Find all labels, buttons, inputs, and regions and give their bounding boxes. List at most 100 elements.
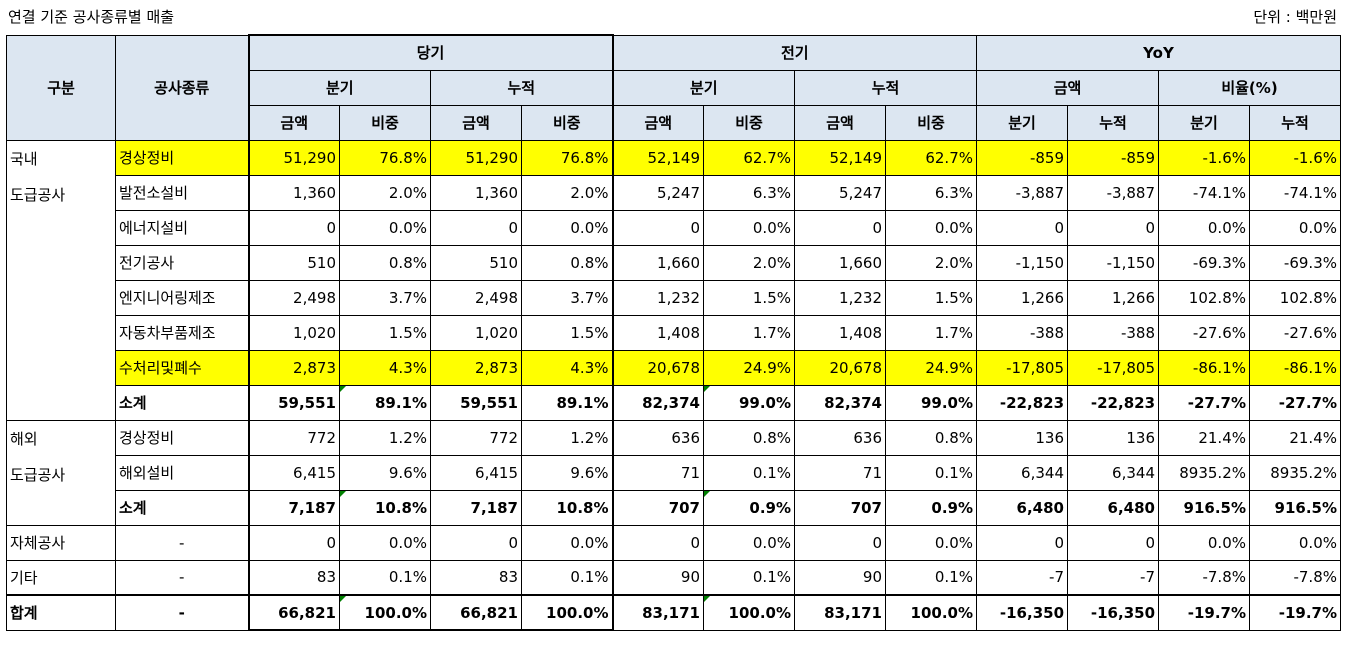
value-cell: 0 <box>976 209 1068 246</box>
value-cell: 0 <box>430 524 522 561</box>
value-cell: -859 <box>976 139 1068 176</box>
header-share: 비중 <box>703 104 795 141</box>
value-cell: 0.1% <box>521 559 614 596</box>
value-cell: -17,805 <box>1067 349 1159 386</box>
value-cell: -1,150 <box>976 244 1068 281</box>
table-row: 자체공사 -0 0.0% 0 0.0% 0 0.0% 0 0.0% 0 0 0.0% 0.0% <box>6 524 1341 561</box>
value-cell: -27.6% <box>1249 314 1341 351</box>
value-cell: 52,149 <box>794 139 886 176</box>
value-cell: -859 <box>1067 139 1159 176</box>
group-label-line1: 국내 <box>10 149 38 168</box>
value-cell: 1,020 <box>247 314 340 351</box>
table-row: 엔지니어링제조 2,498 3.7% 2,498 3.7% 1,232 1.5% 1,232 1… <box>7 279 1341 316</box>
value-cell: 636 <box>612 419 704 456</box>
row-label: 자체공사 <box>6 524 116 561</box>
value-cell: 20,678 <box>612 349 704 386</box>
value-cell: 0.0% <box>885 524 977 561</box>
header-amount: 금액 <box>430 104 522 141</box>
header-share: 비중 <box>885 104 977 141</box>
value-cell: 0 <box>1067 209 1159 246</box>
value-cell: 0.8% <box>339 244 431 281</box>
table-row: 수처리및폐수 2,873 4.3% 2,873 4.3% 20,678 24.9% 20,67… <box>7 349 1341 386</box>
construction-type-cell: 발전소설비 <box>115 174 249 211</box>
value-cell: 6,344 <box>976 454 1068 491</box>
value-cell: 0.8% <box>703 419 795 456</box>
value-cell: 83,171 <box>612 594 704 631</box>
value-cell: 0.0% <box>1158 524 1250 561</box>
row-label: 기타 <box>6 559 116 596</box>
value-cell: 82,374 <box>612 384 704 421</box>
construction-type-cell: - <box>115 559 249 596</box>
value-cell: -27.7% <box>1158 384 1250 421</box>
value-cell: 4.3% <box>521 349 614 386</box>
value-cell: 0 <box>1067 524 1159 561</box>
header-current-cumulative: 누적 <box>430 69 614 106</box>
construction-type-cell: - <box>115 594 249 631</box>
value-cell: 0.1% <box>885 559 977 596</box>
value-cell: 0.8% <box>521 244 614 281</box>
value-cell: 6.3% <box>885 174 977 211</box>
table-row: 해외설비 6,415 9.6% 6,415 9.6% 71 0.1% 71 0.1% 6,344 6… <box>7 454 1341 491</box>
value-cell: 66,821 <box>247 594 340 631</box>
value-cell: 100.0% <box>521 594 614 631</box>
value-cell: 0.0% <box>521 209 614 246</box>
value-cell: 1.7% <box>885 314 977 351</box>
value-cell: 1,020 <box>430 314 522 351</box>
value-cell: -3,887 <box>976 174 1068 211</box>
value-cell: 1,232 <box>612 279 704 316</box>
value-cell: -17,805 <box>976 349 1068 386</box>
value-cell: 52,149 <box>612 139 704 176</box>
value-cell: 707 <box>612 489 704 526</box>
group-overseas: 해외 도급공사 <box>6 419 116 526</box>
value-cell: 82,374 <box>794 384 886 421</box>
value-cell: 1,408 <box>612 314 704 351</box>
value-cell: 24.9% <box>703 349 795 386</box>
value-cell: 9.6% <box>521 454 614 491</box>
value-cell: 1,660 <box>612 244 704 281</box>
value-cell: 0 <box>794 209 886 246</box>
construction-type-cell: 소계 <box>115 489 249 526</box>
value-cell: 136 <box>976 419 1068 456</box>
value-cell: 90 <box>612 559 704 596</box>
value-cell: 6,415 <box>247 454 340 491</box>
construction-type-cell: 에너지설비 <box>115 209 249 246</box>
value-cell: -22,823 <box>976 384 1068 421</box>
value-cell: 1.2% <box>521 419 614 456</box>
value-cell: 0 <box>794 524 886 561</box>
value-cell: 24.9% <box>885 349 977 386</box>
value-cell: 707 <box>794 489 886 526</box>
row-label: 합계 <box>6 594 116 631</box>
value-cell: 76.8% <box>521 139 614 176</box>
value-cell: -7.8% <box>1249 559 1341 596</box>
value-cell: 21.4% <box>1249 419 1341 456</box>
header-amount: 금액 <box>247 104 340 141</box>
value-cell: 2,873 <box>247 349 340 386</box>
value-cell: 0.1% <box>885 454 977 491</box>
value-cell: 2,498 <box>247 279 340 316</box>
value-cell: 0.1% <box>339 559 431 596</box>
table-row: 에너지설비 0 0.0% 0 0.0% 0 0.0% 0 0.0% 0 0 0.0% 0.0% <box>7 209 1341 246</box>
value-cell: 71 <box>794 454 886 491</box>
value-cell: 1,360 <box>430 174 522 211</box>
group-label-line2: 도급공사 <box>10 185 66 204</box>
value-cell: 6,480 <box>976 489 1068 526</box>
value-cell: 0.0% <box>703 524 795 561</box>
value-cell: -22,823 <box>1067 384 1159 421</box>
value-cell: 100.0% <box>339 594 431 631</box>
construction-type-cell: 엔지니어링제조 <box>115 279 249 316</box>
value-cell: 8935.2% <box>1158 454 1250 491</box>
value-cell: 6,415 <box>430 454 522 491</box>
table-row: 해외 도급공사 경상정비 772 1.2% 772 1.2% 636 0.8% 636 0.8% 13… <box>6 419 1341 526</box>
value-cell: 2.0% <box>885 244 977 281</box>
header-current: 당기 <box>247 34 614 71</box>
construction-type-cell: 수처리및폐수 <box>115 349 249 386</box>
value-cell: -69.3% <box>1249 244 1341 281</box>
value-cell: 0.0% <box>885 209 977 246</box>
header-prior: 전기 <box>612 34 977 71</box>
value-cell: -1.6% <box>1158 139 1250 176</box>
table-row: 국내 도급공사 경상정비 51,290 76.8% 51,290 76.8% 52,149 62… <box>6 139 1341 421</box>
value-cell: -16,350 <box>976 594 1068 631</box>
header-cumulative: 누적 <box>1249 104 1341 141</box>
table-row: 합계 -66,821 100.0% 66,821 100.0% 83,171 100.0% 8… <box>6 594 1341 631</box>
